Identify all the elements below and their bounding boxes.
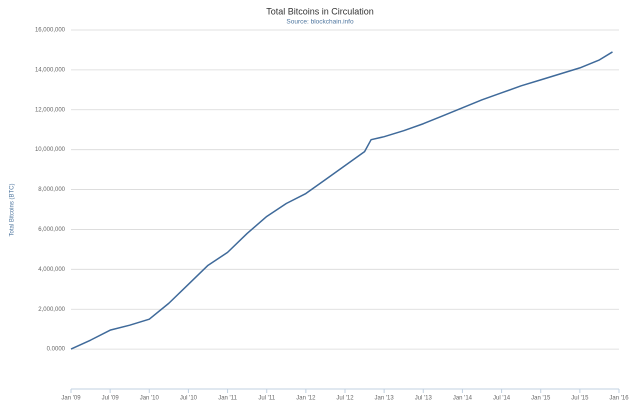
x-tick-label: Jan '10 — [140, 396, 160, 402]
x-tick-label: Jan '15 — [531, 396, 551, 402]
x-tick-label: Jan '14 — [453, 396, 473, 402]
x-tick-label: Jul '12 — [336, 396, 354, 402]
y-tick-label: 0.0000 — [47, 347, 66, 353]
x-tick-label: Jul '11 — [258, 396, 275, 402]
x-tick-label: Jan '11 — [218, 396, 237, 402]
x-tick-label: Jan '16 — [609, 396, 629, 402]
chart-title: Total Bitcoins in Circulation — [266, 6, 374, 16]
y-axis-title: Total Bitcoins (BTC) — [10, 183, 16, 236]
x-tick-label: Jan '13 — [375, 396, 395, 402]
y-tick-label: 12,000,000 — [35, 107, 66, 113]
y-tick-label: 10,000,000 — [35, 147, 66, 153]
x-tick-label: Jul '10 — [180, 396, 198, 402]
y-tick-label: 8,000,000 — [38, 187, 65, 193]
data-line — [70, 51, 613, 350]
x-tick-label: Jul '14 — [493, 396, 511, 402]
y-tick-label: 2,000,000 — [38, 307, 65, 313]
chart-subtitle: Source: blockchain.info — [286, 19, 354, 26]
x-tick-label: Jul '09 — [102, 396, 120, 402]
x-tick-label: Jul '13 — [415, 396, 433, 402]
x-tick-label: Jan '12 — [296, 396, 316, 402]
y-tick-label: 14,000,000 — [35, 67, 66, 73]
y-tick-label: 6,000,000 — [38, 227, 65, 233]
x-tick-label: Jul '15 — [571, 396, 589, 402]
y-tick-label: 16,000,000 — [35, 28, 66, 34]
x-tick-label: Jan '09 — [61, 396, 81, 402]
y-tick-label: 4,000,000 — [38, 267, 65, 273]
